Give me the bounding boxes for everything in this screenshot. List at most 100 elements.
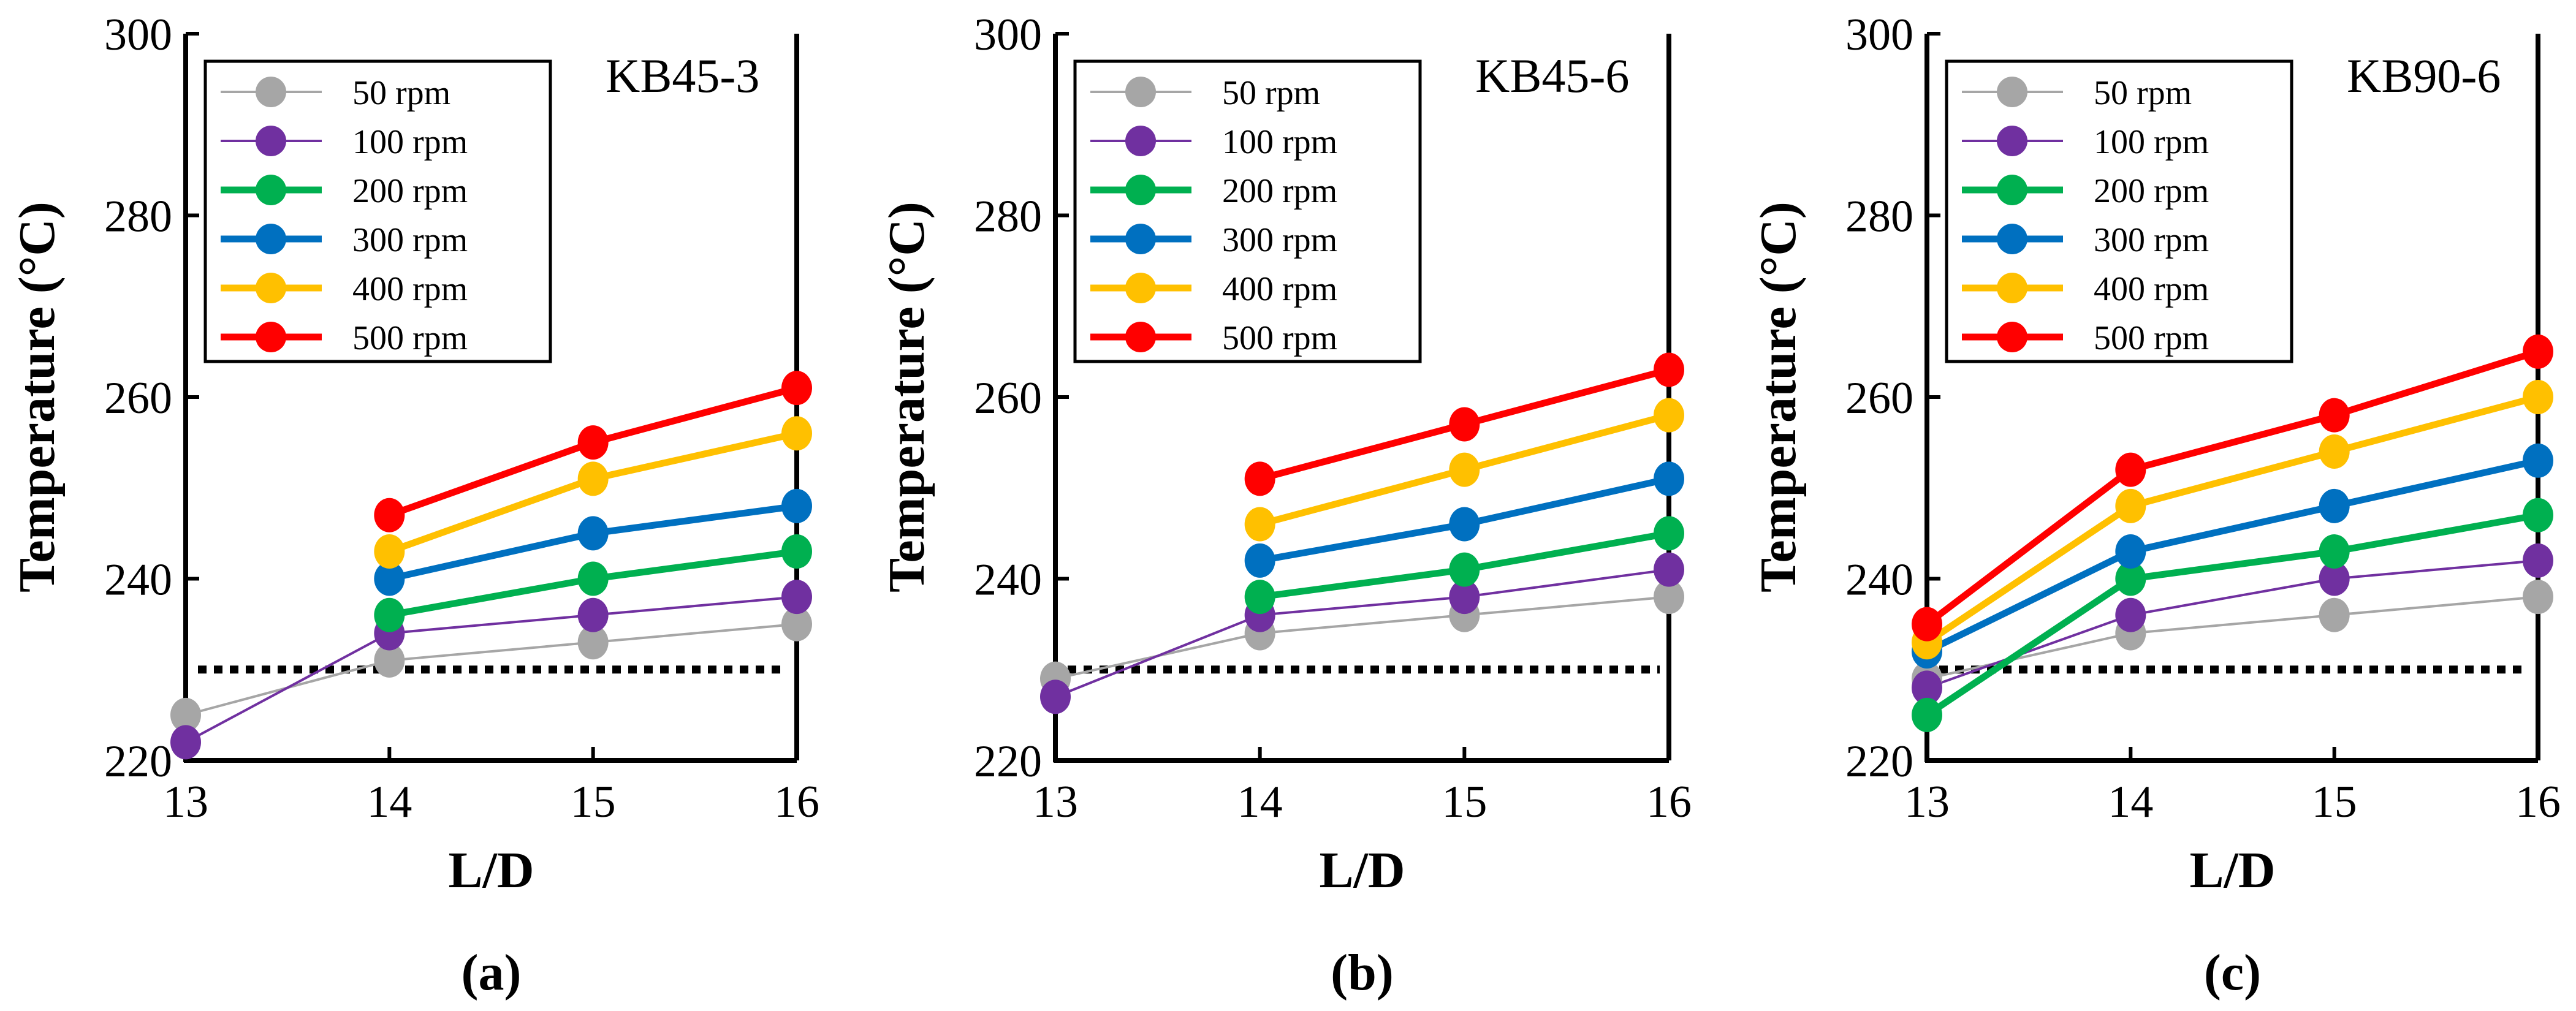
data-point-100-rpm	[1912, 670, 1942, 705]
x-tick-label: 14	[2108, 777, 2153, 827]
data-point-400-rpm	[1654, 398, 1684, 433]
x-axis-label: L/D	[448, 842, 534, 899]
panel-title: KB45-3	[606, 49, 759, 102]
data-point-500-rpm	[1449, 407, 1480, 442]
x-tick-label: 16	[774, 777, 819, 827]
data-point-200-rpm	[374, 597, 405, 632]
data-point-50-rpm	[1654, 580, 1684, 615]
data-point-200-rpm	[781, 534, 812, 569]
legend-label: 200 rpm	[1222, 172, 1337, 210]
y-tick-label: 220	[1845, 736, 1913, 787]
data-point-500-rpm	[374, 498, 405, 532]
legend-marker	[1997, 273, 2027, 303]
data-point-200-rpm	[577, 561, 609, 596]
x-tick-label: 13	[1904, 777, 1950, 827]
data-point-200-rpm	[2115, 561, 2146, 596]
data-point-50-rpm	[577, 625, 609, 660]
legend-marker	[1125, 175, 1156, 205]
y-tick-label: 220	[104, 736, 172, 787]
x-tick-label: 16	[1646, 777, 1692, 827]
data-point-100-rpm	[2115, 597, 2146, 632]
y-tick-label: 260	[1845, 373, 1913, 423]
y-tick-label: 280	[104, 192, 172, 242]
y-axis-label: Temperature (°C)	[1750, 202, 1807, 593]
y-tick-label: 300	[104, 10, 172, 60]
data-point-200-rpm	[1449, 552, 1480, 587]
data-point-100-rpm	[2319, 561, 2350, 596]
legend-marker	[1997, 322, 2027, 352]
data-point-500-rpm	[1654, 352, 1684, 387]
data-point-300-rpm	[577, 516, 609, 551]
data-point-300-rpm	[1244, 543, 1275, 578]
x-tick-label: 15	[571, 777, 616, 827]
data-point-200-rpm	[2523, 498, 2553, 532]
data-point-300-rpm	[1654, 461, 1684, 496]
x-tick-label: 15	[2312, 777, 2357, 827]
chart-panel-a: 220 240 260 280 300 13 14 15 16 L/D Temperature (°…	[9, 10, 819, 1001]
legend-label: 300 rpm	[1222, 221, 1337, 259]
legend-label: 100 rpm	[2094, 123, 2209, 161]
data-point-100-rpm	[1654, 552, 1684, 587]
y-tick-label: 220	[974, 736, 1042, 787]
panel-title: KB45-6	[1475, 49, 1629, 102]
data-point-300-rpm	[781, 488, 812, 523]
data-point-500-rpm	[2319, 398, 2350, 433]
legend-marker	[256, 322, 286, 352]
data-point-100-rpm	[577, 597, 609, 632]
data-point-300-rpm	[1449, 507, 1480, 542]
chart-panel-b: 220 240 260 280 300 13 14 15 16 L/D Temperature (°…	[878, 10, 1692, 1001]
data-point-300-rpm	[2319, 488, 2350, 523]
legend-label: 400 rpm	[2094, 270, 2209, 308]
data-point-50-rpm	[170, 697, 201, 732]
legend-label: 300 rpm	[2094, 221, 2209, 259]
legend-label: 400 rpm	[1222, 270, 1337, 308]
y-tick-label: 280	[974, 192, 1042, 242]
legend-marker	[256, 126, 286, 156]
series-line-400-rpm	[1924, 393, 2539, 645]
x-tick-label: 14	[367, 777, 412, 827]
series-line-100-rpm	[1055, 568, 1670, 699]
series-line-300-rpm	[1925, 457, 2539, 655]
data-point-200-rpm	[2319, 534, 2350, 569]
legend-label: 100 rpm	[1222, 123, 1337, 161]
legend-marker	[1997, 126, 2027, 156]
data-point-300-rpm	[374, 561, 405, 596]
legend-label: 50 rpm	[352, 74, 450, 112]
legend-marker	[1997, 224, 2027, 254]
data-point-400-rpm	[1449, 452, 1480, 487]
data-point-50-rpm	[374, 643, 405, 678]
data-point-50-rpm	[781, 607, 812, 642]
legend-label: 300 rpm	[352, 221, 468, 259]
legend-label: 500 rpm	[352, 319, 468, 357]
panel-caption: (b)	[1331, 944, 1394, 1001]
y-tick-label: 240	[1845, 555, 1913, 605]
legend-label: 50 rpm	[1222, 74, 1320, 112]
legend-label: 400 rpm	[352, 270, 468, 308]
data-point-50-rpm	[2523, 580, 2553, 615]
series-line-100-rpm	[1926, 559, 2539, 689]
data-point-400-rpm	[374, 534, 405, 569]
data-point-500-rpm	[1244, 461, 1275, 496]
panel-caption: (a)	[462, 944, 522, 1001]
legend-box	[1945, 59, 2293, 363]
legend-label: 500 rpm	[1222, 319, 1337, 357]
y-tick-label: 260	[104, 373, 172, 423]
x-tick-label: 15	[1442, 777, 1487, 827]
data-point-100-rpm	[781, 580, 812, 615]
legend-marker	[1125, 77, 1156, 107]
x-tick-label: 16	[2515, 777, 2561, 827]
data-point-200-rpm	[1654, 516, 1684, 551]
x-tick-label: 13	[1033, 777, 1078, 827]
data-point-300-rpm	[2115, 534, 2146, 569]
legend-marker	[256, 77, 286, 107]
data-point-400-rpm	[2523, 380, 2553, 414]
y-tick-label: 300	[974, 10, 1042, 60]
series-line-100-rpm	[185, 596, 797, 744]
legend-label: 200 rpm	[352, 172, 468, 210]
x-tick-label: 13	[163, 777, 208, 827]
x-axis-label: L/D	[2189, 842, 2275, 899]
legend-marker	[1125, 322, 1156, 352]
panel-title: KB90-6	[2347, 49, 2501, 102]
y-tick-label: 260	[974, 373, 1042, 423]
data-point-400-rpm	[577, 461, 609, 496]
